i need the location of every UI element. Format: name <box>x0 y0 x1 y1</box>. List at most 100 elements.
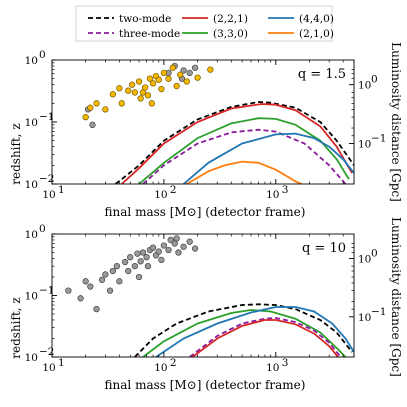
panel-q1p5-event-gold-18 <box>155 76 162 83</box>
panel-q1p5-event-gold-26 <box>207 66 214 73</box>
panel-q10: redshift, z Luminosity distance [Gpc] fi… <box>9 217 403 392</box>
panel-q1p5: redshift, z Luminosity distance [Gpc] fi… <box>9 42 403 219</box>
panel-q10-event-gray-14 <box>131 263 138 270</box>
panel-q10-x-tick-exponent: 3 <box>282 357 289 369</box>
panel-q10-event-gray-1 <box>77 295 84 302</box>
panel-q10-event-gray-16 <box>135 273 143 281</box>
panel-q1p5-event-gray-5 <box>186 69 193 77</box>
panel-q1p5-ylabel: redshift, z <box>9 123 23 184</box>
panel-q1p5-event-gray-6 <box>191 64 199 71</box>
panel-q1p5-y-tick-exponent: −2 <box>39 173 54 185</box>
panel-q10-x-tick-label: 10 <box>154 362 167 374</box>
panel-q1p5-right-tick-label: 10 <box>358 80 371 92</box>
panel-q1p5-event-gold-9 <box>131 89 138 96</box>
panel-q1p5-event-gold-6 <box>118 100 125 107</box>
legend-label-two-mode: two-mode <box>119 13 171 25</box>
panel-q1p5-series-4-4-0 <box>183 132 354 184</box>
panel-q10-ylabel: redshift, z <box>9 297 23 358</box>
panel-q1p5-y-tick-exponent: −1 <box>39 111 54 123</box>
panel-q10-event-gray-4 <box>93 305 100 313</box>
panel-q10-event-gray-6 <box>102 271 109 278</box>
panel-q10-right-tick-label: 10 <box>358 312 371 324</box>
panel-q10-event-gray-2 <box>82 278 89 285</box>
panel-q10-x-tick-label: 10 <box>266 362 279 374</box>
panel-q1p5-x-tick-exponent: 2 <box>170 184 177 196</box>
panel-q1p5-event-gray-7 <box>180 67 187 74</box>
panel-q1p5-event-gold-28 <box>146 75 154 82</box>
panel-q10-event-gray-30 <box>175 249 182 256</box>
panel-q10-series-two-mode <box>134 303 353 357</box>
panel-q10-event-gray-19 <box>143 254 150 261</box>
panel-q1p5-y-tick-label: 10 <box>25 55 38 67</box>
panel-q10-plot-area <box>65 235 354 357</box>
legend-label-4-4-0: (4,4,0) <box>299 13 334 25</box>
panel-q1p5-event-gold-25 <box>194 74 201 81</box>
panel-q1p5-y-tick-label: 10 <box>25 179 38 191</box>
panel-q10-right-tick-label: 10 <box>358 253 371 265</box>
panel-q1p5-right-tick-exponent: 0 <box>371 74 378 86</box>
panel-q1p5-x-tick-label: 10 <box>266 189 279 201</box>
legend-label-3-3-0: (3,3,0) <box>213 28 248 40</box>
panel-q10-x-tick-exponent: 2 <box>170 357 177 369</box>
panel-q10-y-tick-label: 10 <box>25 352 38 364</box>
panel-q1p5-event-gold-13 <box>142 84 149 91</box>
panel-q1p5-x-tick-label: 10 <box>154 189 167 201</box>
panel-q1p5-y-tick-label: 10 <box>25 117 38 129</box>
panel-q1p5-event-gold-2 <box>93 100 100 107</box>
panel-q1p5-event-gold-11 <box>137 95 144 102</box>
panel-q1p5-event-gold-5 <box>116 85 123 92</box>
panel-q1p5-right-tick-exponent: −1 <box>371 133 386 145</box>
panel-q10-event-gray-7 <box>106 287 114 294</box>
panel-q1p5-event-gold-22 <box>169 64 176 71</box>
legend-frame <box>75 5 333 42</box>
panel-q10-event-gray-11 <box>121 258 129 266</box>
panel-q1p5-series-three-mode <box>142 128 347 184</box>
panel-q10-x-tick-label: 10 <box>42 362 55 374</box>
panel-q10-annotation: q = 10 <box>302 241 346 256</box>
panel-q1p5-event-gold-20 <box>160 69 168 77</box>
legend-label-three-mode: three-mode <box>119 28 180 40</box>
panel-q1p5-x-tick-label: 10 <box>42 189 55 201</box>
panel-q10-event-gray-27 <box>165 246 172 254</box>
panel-q1p5-event-gold-4 <box>109 91 117 98</box>
panel-q10-series-4-4-0 <box>155 306 354 357</box>
panel-q10-event-gray-10 <box>116 278 123 285</box>
panel-q1p5-event-gold-10 <box>135 78 143 85</box>
panel-q10-event-gray-3 <box>87 283 94 290</box>
panel-q10-event-gray-31 <box>180 243 187 250</box>
panel-q1p5-x-tick-exponent: 3 <box>282 184 289 196</box>
panel-q10-event-gray-33 <box>191 245 199 252</box>
legend: two-mode three-mode (2,2,1) (3,3,0) (4,4,0) (… <box>75 5 334 42</box>
panel-q10-event-gray-13 <box>127 254 134 261</box>
panel-q10-event-gray-8 <box>109 267 117 275</box>
panel-q10-ylabel-right: Luminosity distance [Gpc] <box>389 217 403 377</box>
panel-q1p5-y-tick-exponent: 0 <box>39 49 46 61</box>
panel-q10-event-gray-18 <box>139 249 147 256</box>
panel-q10-event-gray-24 <box>155 248 162 255</box>
panel-q1p5-event-gold-15 <box>148 100 155 107</box>
panel-q10-event-gray-26 <box>160 242 168 249</box>
panel-q10-event-gray-9 <box>113 263 121 270</box>
panel-q10-event-gray-34 <box>173 235 180 242</box>
panel-q10-series-three-mode <box>189 317 342 357</box>
panel-q10-event-gray-29 <box>171 240 178 247</box>
panel-q1p5-series-2-2-1 <box>121 103 353 184</box>
legend-label-2-2-1: (2,2,1) <box>213 13 248 25</box>
panel-q10-event-gray-22 <box>149 244 157 251</box>
panel-q10-event-gray-20 <box>144 263 152 270</box>
panel-q1p5-event-gold-3 <box>102 106 109 113</box>
panel-q1p5-xlabel: final mass [M⊙] (detector frame) <box>105 205 306 219</box>
panel-q10-event-gray-12 <box>125 267 132 275</box>
panel-q1p5-event-gold-19 <box>158 85 165 93</box>
panel-q10-y-tick-exponent: −1 <box>39 285 54 297</box>
panel-q1p5-series-3-3-0 <box>138 117 350 184</box>
panel-q10-event-gray-5 <box>98 276 106 283</box>
panel-q10-x-tick-exponent: 1 <box>58 357 65 369</box>
panel-q1p5-plot-area <box>82 62 354 184</box>
panel-q1p5-event-gold-21 <box>165 75 172 82</box>
panel-q10-event-gray-28 <box>167 236 174 244</box>
panel-q1p5-event-gold-7 <box>125 87 132 94</box>
panel-q1p5-ylabel-right: Luminosity distance [Gpc] <box>389 42 403 202</box>
panel-q1p5-event-gold-23 <box>177 71 184 78</box>
